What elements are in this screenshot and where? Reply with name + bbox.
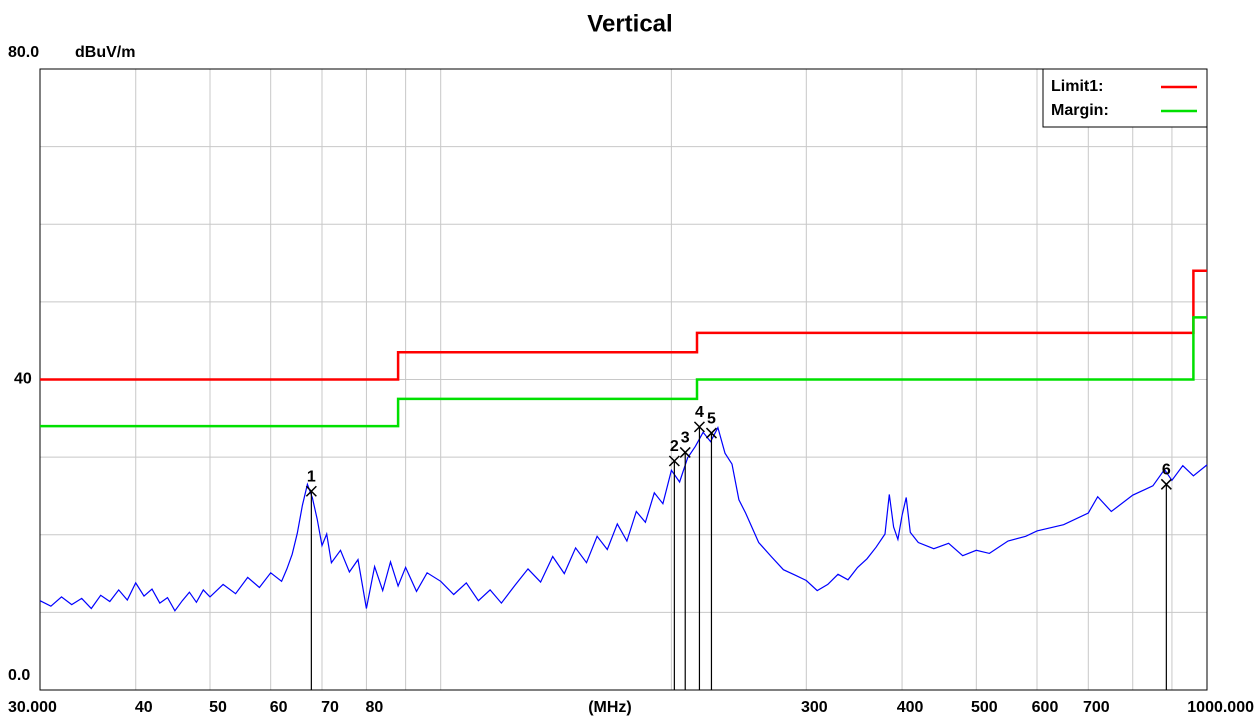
x-tick-label: 500 <box>971 699 998 716</box>
marker-cross <box>693 421 705 433</box>
marker-cross <box>1160 478 1172 490</box>
x-tick-label: 30.000 <box>8 699 57 716</box>
marker-cross <box>668 455 680 467</box>
marker-cross <box>305 485 317 497</box>
legend-label: Margin: <box>1051 102 1109 119</box>
x-tick-label: 1000.000 <box>1187 699 1254 716</box>
marker-label: 3 <box>681 430 690 447</box>
chart-title: Vertical <box>587 10 672 37</box>
x-tick-label: 70 <box>321 699 339 716</box>
x-tick-label: 300 <box>801 699 828 716</box>
legend-box <box>1042 68 1208 128</box>
x-tick-label: 60 <box>270 699 288 716</box>
x-tick-label: 50 <box>209 699 227 716</box>
legend-label: Limit1: <box>1051 78 1103 95</box>
marker-label: 5 <box>707 410 716 427</box>
marker-label: 4 <box>695 404 704 421</box>
x-tick-label: 400 <box>897 699 924 716</box>
y-tick-label: 80.0 <box>8 44 39 61</box>
x-axis-label: (MHz) <box>588 699 632 716</box>
y-unit-label: dBuV/m <box>75 44 135 61</box>
x-tick-label: 80 <box>366 699 384 716</box>
series-line <box>40 269 1207 381</box>
marker-cross <box>679 446 691 458</box>
y-tick-label: 0.0 <box>8 667 30 684</box>
marker-label: 1 <box>307 468 316 485</box>
y-tick-label: 40 <box>14 371 32 388</box>
marker-label: 6 <box>1162 462 1171 479</box>
marker-label: 2 <box>670 438 679 455</box>
series-line <box>40 316 1207 428</box>
x-tick-label: 40 <box>135 699 153 716</box>
x-tick-label: 700 <box>1083 699 1110 716</box>
x-tick-label: 600 <box>1032 699 1059 716</box>
series-line <box>39 425 1208 612</box>
marker-cross <box>705 427 717 439</box>
